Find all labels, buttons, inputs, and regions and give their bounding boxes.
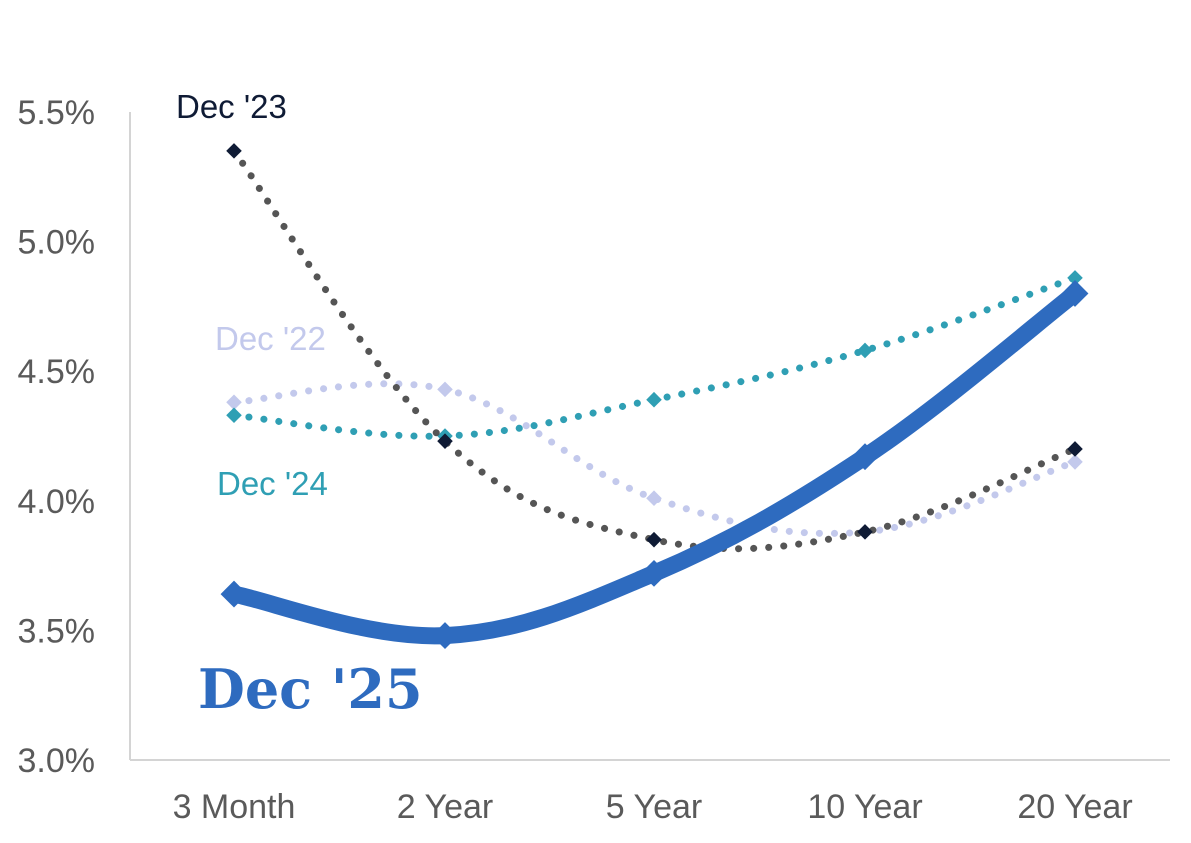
y-tick-label: 3.5% xyxy=(18,612,96,650)
x-tick-labels: 3 Month 2 Year 5 Year 10 Year 20 Year xyxy=(173,788,1133,826)
y-tick-label: 3.0% xyxy=(18,742,96,780)
series-line-dec-23 xyxy=(230,147,1079,553)
x-tick-label: 5 Year xyxy=(606,788,702,826)
series-label-dec-25: Dec '25 xyxy=(198,657,423,721)
axes xyxy=(129,112,1170,761)
series-label-dec-24: Dec '24 xyxy=(217,465,328,502)
series-point-dec-24 xyxy=(226,407,242,424)
series-point-dec-23 xyxy=(857,524,873,540)
y-tick-label: 5.5% xyxy=(18,94,96,132)
series-point-dec-22 xyxy=(437,381,453,398)
series-point-dec-22 xyxy=(226,394,242,411)
series-point-dec-22 xyxy=(1067,454,1083,470)
y-tick-label: 4.0% xyxy=(18,483,96,521)
y-tick-label: 4.5% xyxy=(18,353,96,391)
series-layer xyxy=(220,143,1089,650)
series-line-dec-24 xyxy=(230,274,1079,440)
x-tick-label: 3 Month xyxy=(173,788,296,826)
series-dec-24 xyxy=(226,270,1083,444)
series-label-dec-22: Dec '22 xyxy=(215,320,326,357)
y-tick-labels: 3.0% 3.5% 4.0% 4.5% 5.0% 5.5% xyxy=(18,94,96,780)
series-dec-25 xyxy=(220,280,1089,650)
x-tick-label: 10 Year xyxy=(807,788,922,826)
x-tick-label: 20 Year xyxy=(1017,788,1132,826)
series-label-dec-23: Dec '23 xyxy=(176,88,287,125)
series-point-dec-24 xyxy=(857,342,873,359)
series-point-dec-22 xyxy=(646,490,662,506)
series-point-dec-23 xyxy=(226,143,242,159)
series-point-dec-25 xyxy=(640,559,668,587)
series-point-dec-25 xyxy=(431,622,459,650)
series-point-dec-24 xyxy=(1067,270,1083,286)
series-point-dec-23 xyxy=(1067,441,1083,457)
series-line-dec-22 xyxy=(230,380,1079,537)
series-dec-23 xyxy=(226,143,1083,553)
y-tick-label: 5.0% xyxy=(18,224,96,262)
x-tick-label: 2 Year xyxy=(397,788,493,826)
series-point-dec-24 xyxy=(646,391,662,408)
series-point-dec-23 xyxy=(646,531,662,548)
